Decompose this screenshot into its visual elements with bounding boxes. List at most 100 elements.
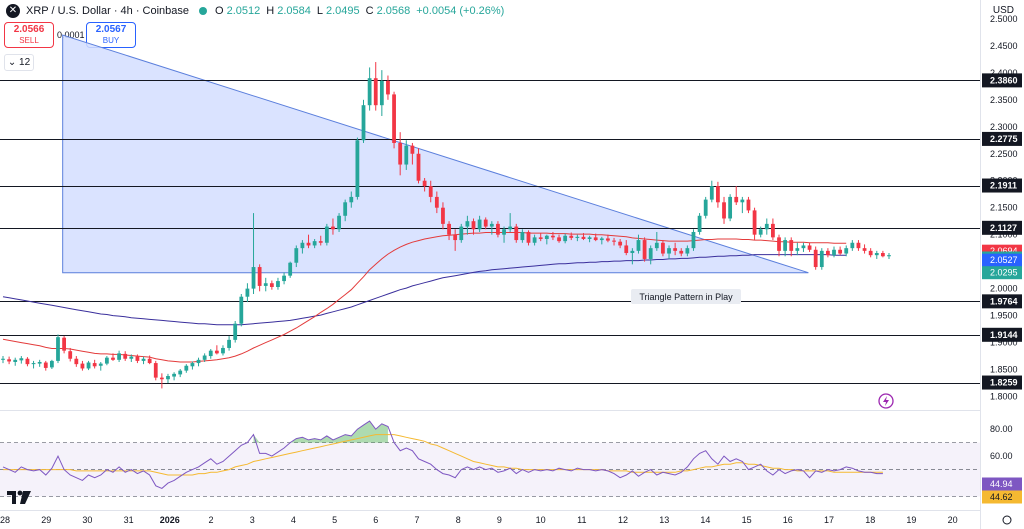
rsi-value-label: 44.94 [990, 479, 1013, 489]
buy-button[interactable]: 2.0567 BUY [86, 22, 136, 48]
ohlc-close: 2.0568 [376, 5, 411, 17]
candle [282, 275, 286, 282]
price-tick-label: 2.3000 [990, 122, 1018, 132]
candle [489, 223, 494, 227]
candle [526, 231, 531, 243]
ohlc-change: +0.0054 (+0.26%) [416, 5, 505, 17]
spread-value: 0.0001 [57, 30, 85, 40]
candle [483, 219, 488, 227]
price-tick-label: 2.0000 [990, 284, 1018, 294]
time-tick-label: 11 [577, 515, 586, 525]
candle [453, 234, 458, 241]
candle [862, 248, 867, 251]
candle [777, 237, 781, 251]
indicators-toggle-button[interactable]: ⌄ 12 [4, 54, 34, 71]
candle [251, 267, 256, 289]
candle [520, 231, 525, 241]
moving-average-slow [2, 254, 847, 326]
sell-button[interactable]: 2.0566 SELL [4, 22, 54, 48]
candle [117, 353, 121, 360]
ohlc-open: 2.0512 [226, 5, 261, 17]
chevron-down-icon: ⌄ [7, 57, 17, 68]
ohlc-close-key: C [365, 5, 374, 17]
market-open-icon [199, 7, 208, 15]
price-marker-label: 2.0527 [990, 255, 1018, 265]
ohlc-low-key: L [316, 5, 323, 17]
candle [92, 363, 97, 367]
level-price-label: 2.1127 [990, 223, 1017, 233]
candle [471, 221, 476, 230]
time-tick-label: 9 [497, 515, 502, 525]
candle [563, 235, 568, 242]
candle [208, 350, 213, 357]
candle [569, 235, 574, 238]
candle [740, 199, 745, 203]
candle [355, 140, 360, 197]
candle [551, 235, 555, 238]
rsi-value-tag [982, 477, 1022, 491]
candle [410, 145, 415, 154]
candle [544, 235, 549, 239]
time-tick-label: 6 [373, 515, 378, 525]
price-tick-label: 2.1500 [990, 203, 1018, 213]
candle [661, 242, 665, 254]
candle [514, 226, 519, 241]
candle [43, 362, 48, 368]
candle [587, 237, 592, 239]
candle [813, 249, 818, 268]
level-price-label: 2.2775 [990, 134, 1018, 144]
candle [771, 223, 775, 238]
price-tick-label: 1.8500 [990, 365, 1018, 375]
candle [496, 223, 500, 235]
time-tick-label: 14 [700, 515, 710, 525]
currency-label: USD [992, 5, 1014, 16]
candle [795, 248, 800, 251]
settings-gear-icon [1002, 515, 1012, 525]
ohlc-open-key: O [215, 5, 224, 17]
candle [465, 221, 470, 227]
candle [196, 359, 201, 364]
candle [606, 238, 610, 241]
candle [709, 186, 714, 200]
candle [648, 248, 653, 259]
candle [13, 359, 18, 362]
candle [324, 226, 329, 243]
rsi-line [2, 420, 883, 489]
candle [349, 196, 354, 203]
time-tick-label: 12 [618, 515, 628, 525]
candle [819, 250, 824, 268]
annotation-label: Triangle Pattern in Play [639, 292, 733, 302]
candle [111, 357, 115, 360]
candle [80, 363, 85, 369]
candle [1, 358, 5, 360]
rsi-value-label: 44.62 [990, 492, 1013, 502]
candle [404, 145, 409, 165]
candle [263, 283, 268, 286]
candle [190, 363, 195, 367]
candle [343, 202, 348, 216]
xrp-logo-icon: ✕ [6, 4, 20, 18]
candle [337, 215, 341, 230]
candle [716, 186, 720, 203]
candle [269, 283, 274, 287]
candle [367, 78, 372, 106]
time-tick-label: 7 [414, 515, 419, 525]
candle [398, 142, 403, 165]
candle [679, 250, 684, 254]
time-tick-label: 4 [291, 515, 296, 525]
symbol-title[interactable]: XRP / U.S. Dollar · 4h · Coinbase [26, 5, 190, 17]
candle [276, 281, 280, 287]
symbol-row[interactable]: ✕ XRP / U.S. Dollar · 4h · Coinbase O 2.0… [6, 3, 507, 19]
level-price-label: 2.1911 [990, 181, 1017, 191]
tradingview-logo-icon[interactable] [6, 488, 32, 506]
candle [654, 242, 659, 249]
ohlc-low: 2.0495 [325, 5, 360, 17]
price-marker-label: 2.0295 [990, 268, 1018, 278]
rsi-value-tag [982, 490, 1022, 504]
candle [306, 242, 311, 246]
price-tick-label: 1.9500 [990, 311, 1018, 321]
candle [159, 377, 164, 380]
sell-price: 2.0566 [13, 24, 45, 35]
time-tick-label: 10 [536, 515, 546, 525]
